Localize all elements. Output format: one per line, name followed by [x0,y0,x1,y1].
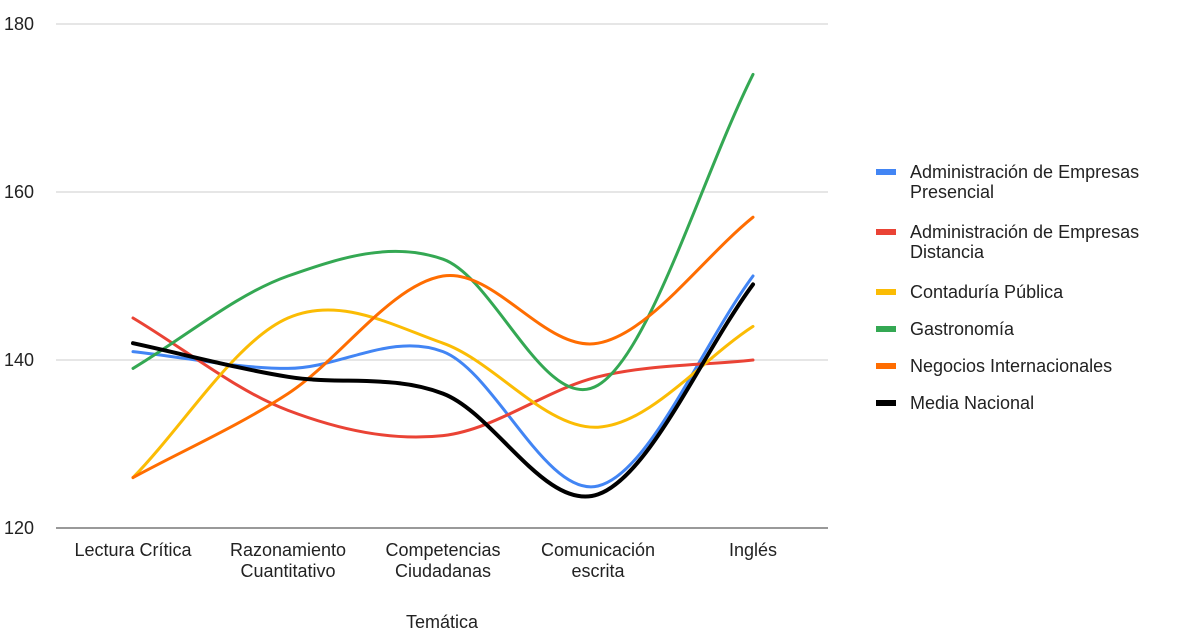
legend-label: Gastronomía [910,319,1015,339]
x-tick-label: Competencias Ciudadanas [385,540,500,581]
x-tick-label: Inglés [729,540,777,560]
x-tick-label: Razonamiento Cuantitativo [230,540,346,581]
y-axis-ticks: 120 140 160 180 [4,14,34,538]
legend-item: Gastronomía [876,319,1015,339]
legend-swatch [876,229,896,235]
legend-label: Media Nacional [910,393,1034,413]
legend-swatch [876,326,896,332]
legend-item: Media Nacional [876,393,1034,413]
legend: Administración de Empresas Presencial Admi… [876,162,1139,413]
series-line [131,72,755,392]
legend-item: Administración de Empresas Presencial [876,162,1139,202]
legend-label: Administración de Empresas Distancia [910,222,1139,262]
legend-swatch [876,400,896,406]
x-tick-label: Lectura Crítica [74,540,192,560]
legend-swatch [876,169,896,175]
x-axis-ticks: Lectura Crítica Razonamiento Cuantitativo C… [74,540,777,581]
series-line [131,316,755,439]
y-tick-label: 120 [4,518,34,538]
y-tick-label: 160 [4,182,34,202]
legend-item: Negocios Internacionales [876,356,1112,376]
legend-swatch [876,363,896,369]
legend-item: Contaduría Pública [876,282,1064,302]
series-line [131,282,755,499]
x-axis-title: Temática [406,612,479,630]
series-line [131,215,755,480]
legend-swatch [876,289,896,295]
legend-label: Negocios Internacionales [910,356,1112,376]
legend-label: Contaduría Pública [910,282,1064,302]
x-tick-label: Comunicación escrita [541,540,655,581]
series-line [131,274,755,489]
y-tick-label: 180 [4,14,34,34]
legend-item: Administración de Empresas Distancia [876,222,1139,262]
series-layer [131,72,755,499]
legend-label: Administración de Empresas Presencial [910,162,1139,202]
y-tick-label: 140 [4,350,34,370]
